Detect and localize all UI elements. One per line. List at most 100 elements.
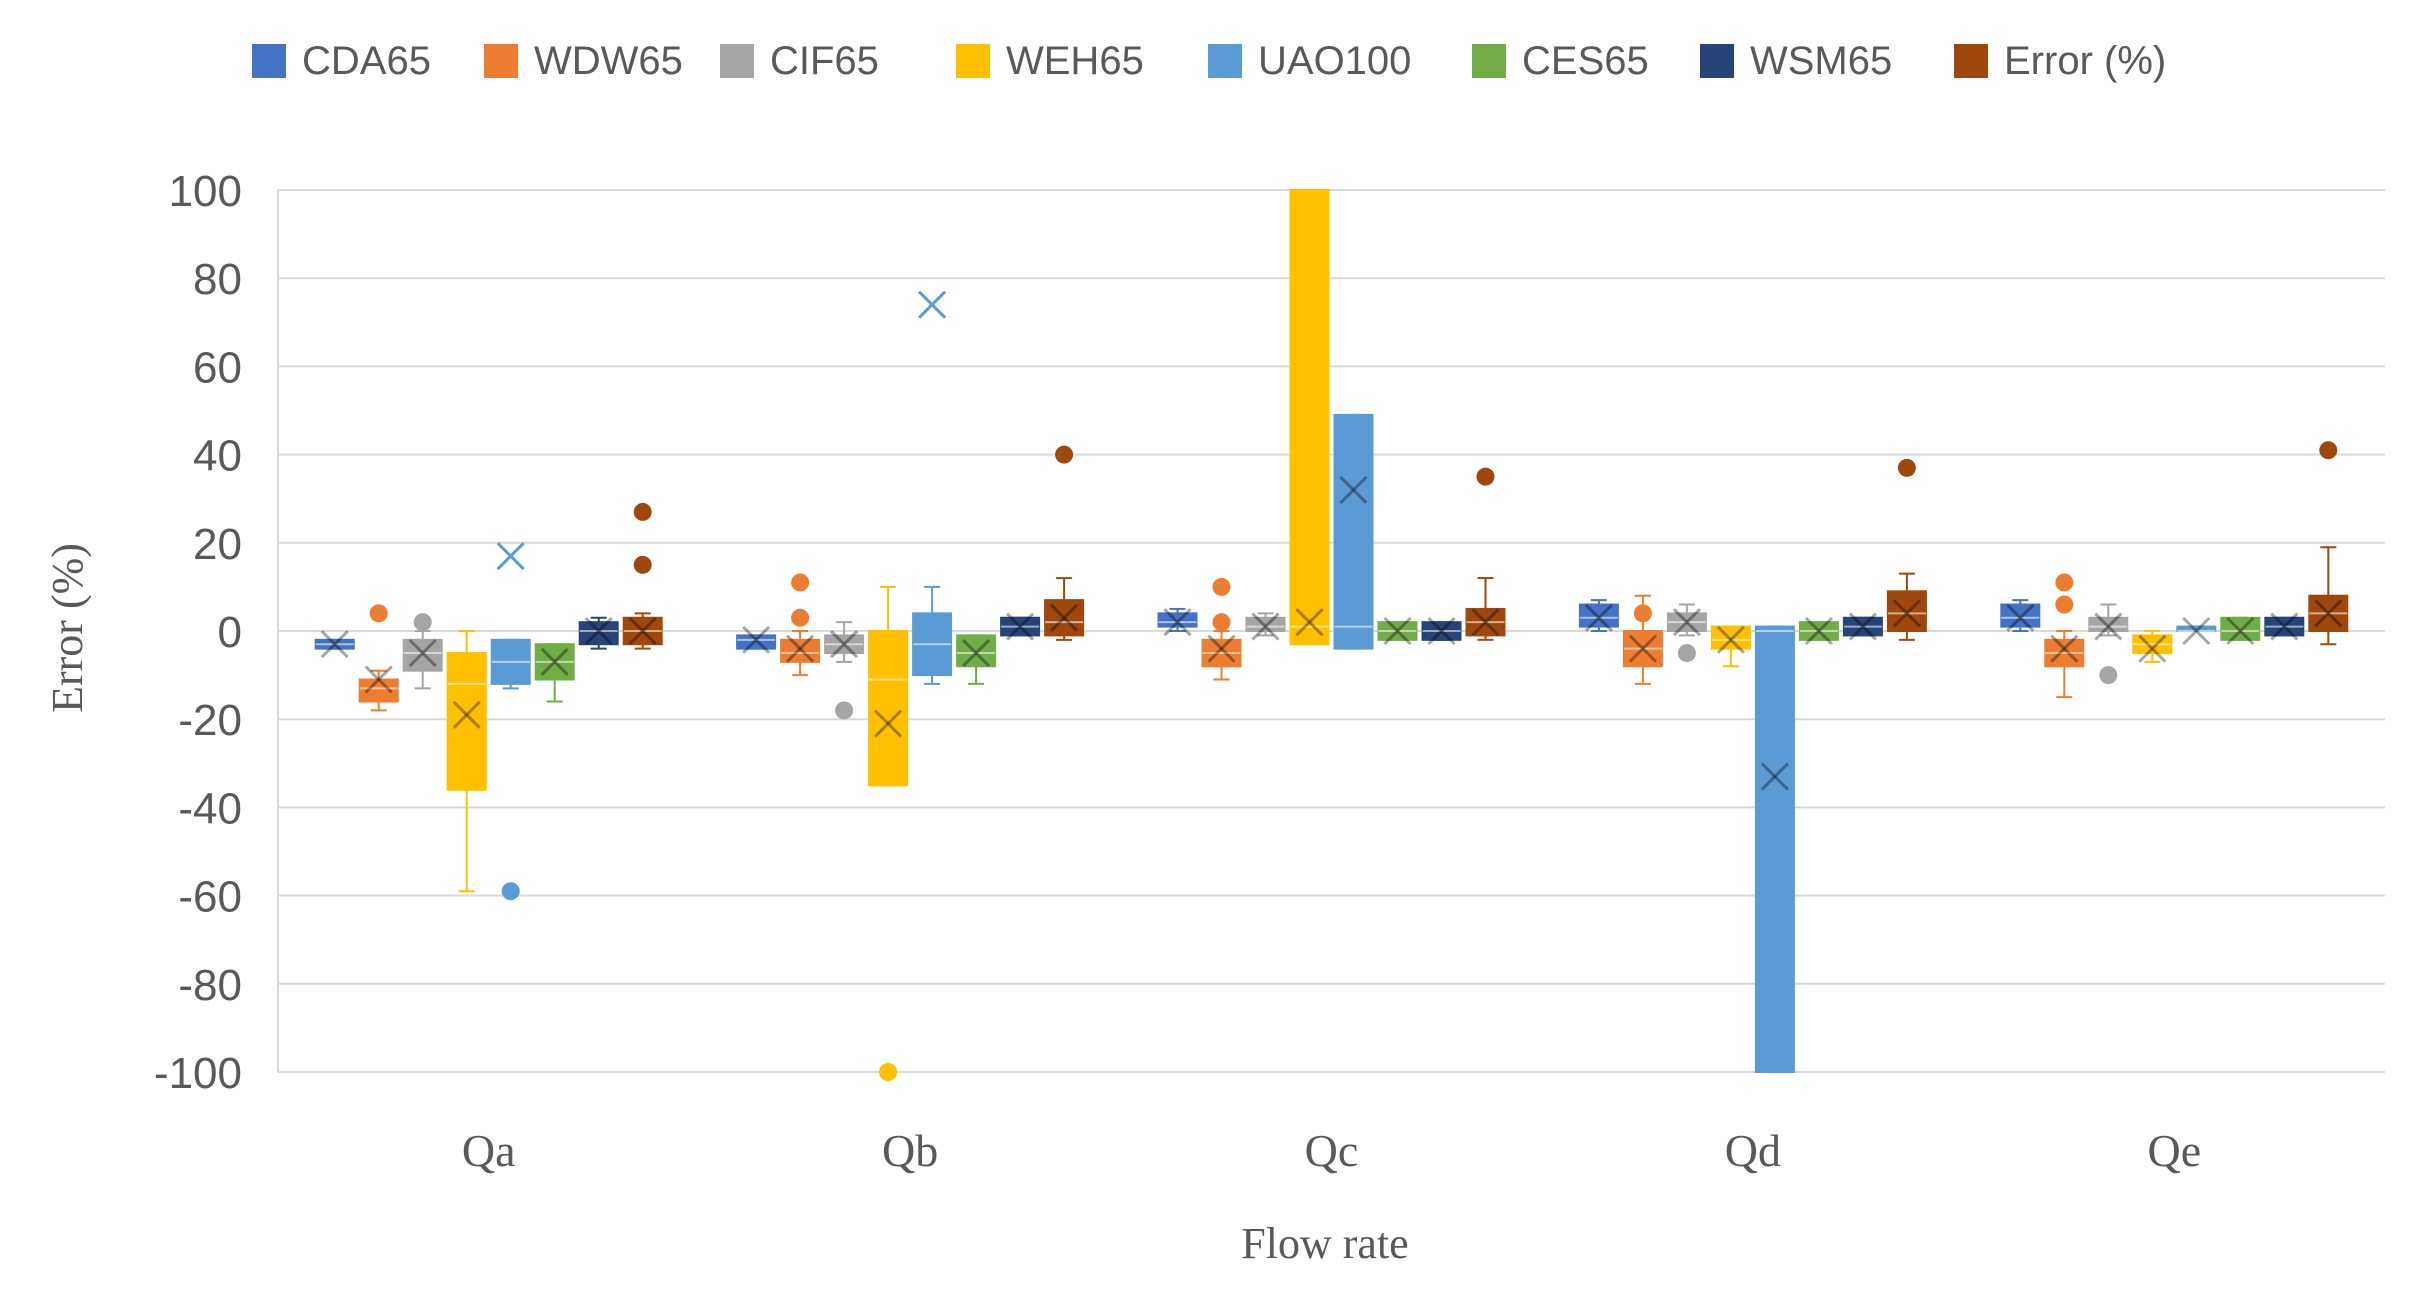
mean-marker <box>1050 603 1079 632</box>
mean-marker <box>918 290 947 319</box>
mean-marker <box>1295 608 1324 637</box>
box <box>1333 413 1374 650</box>
mean-marker <box>2182 616 2211 646</box>
outlier-point <box>633 555 652 574</box>
mean-marker <box>1716 625 1745 654</box>
mean-marker <box>496 541 525 571</box>
legend-swatch <box>1208 44 1242 78</box>
x-tick-label: Qd <box>1725 1125 1781 1176</box>
legend-item: WEH65 <box>956 39 1144 83</box>
box <box>1157 612 1198 628</box>
outlier-point <box>2319 441 2338 460</box>
box <box>2220 616 2261 641</box>
mean-marker <box>1207 634 1236 663</box>
mean-marker <box>962 638 991 668</box>
y-tick-labels: 100 80 60 40 20 0 -20 -40 -60 -80 -100 <box>154 167 242 1098</box>
legend-item: WDW65 <box>484 39 683 83</box>
outlier-point <box>1212 613 1231 632</box>
outlier-point <box>835 701 854 720</box>
box <box>1754 625 1795 1074</box>
box <box>358 678 399 703</box>
y-tick-label: -80 <box>178 961 242 1010</box>
mean-marker <box>2050 634 2079 663</box>
legend-item: CIF65 <box>720 39 879 83</box>
mean-marker <box>2006 603 2035 632</box>
mean-marker <box>2138 634 2167 663</box>
legend-swatch <box>1954 44 1988 78</box>
box <box>956 634 997 668</box>
outlier-point <box>879 1063 898 1081</box>
mean-marker <box>320 630 349 659</box>
mean-marker <box>1628 634 1657 663</box>
x-tick-label: Qa <box>462 1125 516 1176</box>
legend-swatch <box>720 44 754 78</box>
mean-marker <box>2094 612 2123 641</box>
box <box>446 652 487 791</box>
mean-marker <box>2006 603 2035 632</box>
mean-marker <box>2270 612 2299 641</box>
x-tick-label: Qe <box>2147 1125 2201 1176</box>
mean-marker <box>1804 616 1833 646</box>
mean-marker <box>1584 603 1613 632</box>
mean-marker <box>1163 608 1192 637</box>
y-tick-label: 80 <box>193 255 242 304</box>
box <box>1578 603 1619 628</box>
outlier-point <box>1633 604 1652 623</box>
box <box>1044 599 1085 637</box>
outlier-point <box>501 882 520 901</box>
mean-marker <box>408 638 437 668</box>
mean-marker <box>786 634 815 663</box>
legend-label: WSM65 <box>1750 39 1892 83</box>
legend-item: Error (%) <box>1954 39 2166 83</box>
mean-marker <box>874 709 903 738</box>
mean-marker <box>1672 608 1701 637</box>
box <box>402 638 443 672</box>
box <box>2088 616 2129 633</box>
legend-swatch <box>1472 44 1506 78</box>
outlier-point <box>1677 644 1696 663</box>
outlier-point <box>2055 573 2074 592</box>
legend-item: UAO100 <box>1208 39 1411 83</box>
mean-marker <box>452 700 481 729</box>
box <box>1289 189 1330 646</box>
legend: CDA65 WDW65 CIF65 WEH65 UAO100 CES65 WSM65 Erro… <box>252 39 2166 83</box>
outlier-point <box>1055 445 1074 464</box>
mean-marker <box>1163 608 1192 637</box>
mean-marker <box>1584 603 1613 632</box>
y-tick-label: -40 <box>178 784 242 833</box>
mean-marker <box>540 647 569 676</box>
mean-marker <box>830 630 859 659</box>
mean-marker <box>1251 612 1280 641</box>
box <box>736 634 777 650</box>
box <box>1710 625 1751 650</box>
y-axis-label: Error (%) <box>43 543 92 713</box>
outlier-point <box>1212 577 1231 596</box>
mean-marker <box>452 700 481 729</box>
box <box>578 621 619 646</box>
mean-marker <box>1892 599 1921 628</box>
y-tick-label: -60 <box>178 873 242 922</box>
legend-item: CES65 <box>1472 39 1649 83</box>
mean-marker <box>584 616 613 646</box>
legend-swatch <box>956 44 990 78</box>
legend-label: WDW65 <box>534 39 683 83</box>
legend-label: Error (%) <box>2004 39 2166 83</box>
x-tick-label: Qc <box>1305 1125 1359 1176</box>
mean-marker <box>1383 616 1412 646</box>
mean-marker <box>1006 612 1035 641</box>
outlier-point <box>1476 467 1495 486</box>
mean-marker <box>2270 612 2299 641</box>
legend-label: WEH65 <box>1006 39 1144 83</box>
y-tick-label: 40 <box>193 432 242 481</box>
box <box>868 630 909 787</box>
mean-marker <box>1295 608 1324 637</box>
series-cif65 <box>402 603 2129 720</box>
mean-marker <box>584 616 613 646</box>
mean-marker <box>364 665 393 694</box>
legend-swatch <box>484 44 518 78</box>
mean-marker <box>2138 634 2167 663</box>
mean-marker <box>1050 603 1079 632</box>
mean-marker <box>2094 612 2123 641</box>
outlier-point <box>791 573 810 592</box>
